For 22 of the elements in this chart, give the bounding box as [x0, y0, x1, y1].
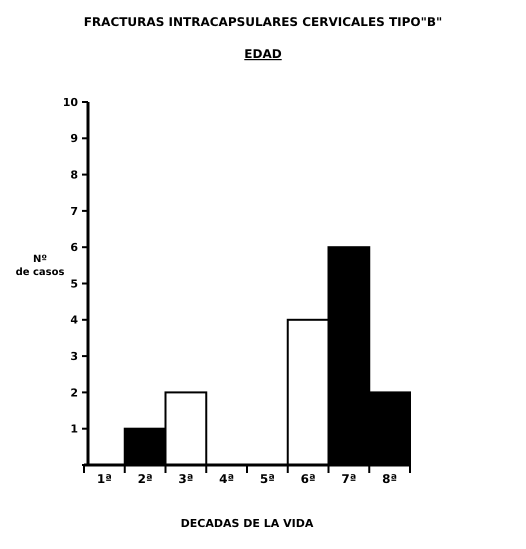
y-tick-label: 7	[70, 204, 78, 218]
y-tick-label: 8	[70, 168, 78, 182]
x-tick-label: 4ª	[219, 472, 234, 486]
y-tick-label: 1	[70, 422, 78, 436]
chart-title: FRACTURAS INTRACAPSULARES CERVICALES TIPO"B"	[84, 15, 442, 29]
x-tick-label: 3ª	[178, 472, 194, 486]
x-tick-label: 6ª	[300, 472, 316, 486]
y-tick-label: 2	[70, 386, 78, 400]
x-axis-title: DECADAS DE LA VIDA	[180, 517, 314, 530]
y-tick-label: 10	[62, 96, 78, 109]
x-tick-label: 2ª	[138, 472, 153, 486]
chart-subtitle: EDAD	[244, 47, 282, 61]
x-tick-label: 8ª	[382, 472, 398, 486]
y-tick-label: 3	[70, 350, 78, 363]
y-tick-label: 6	[70, 241, 78, 254]
y-axis-title: Nº de casos	[16, 254, 64, 278]
x-tick-label: 5ª	[260, 472, 275, 486]
y-tick-label: 5	[70, 277, 78, 290]
x-tick-label: 7ª	[341, 472, 356, 486]
y-tick-label: 9	[70, 132, 78, 146]
x-tick-label: 1ª	[96, 472, 112, 486]
y-tick-label: 4	[70, 314, 78, 327]
